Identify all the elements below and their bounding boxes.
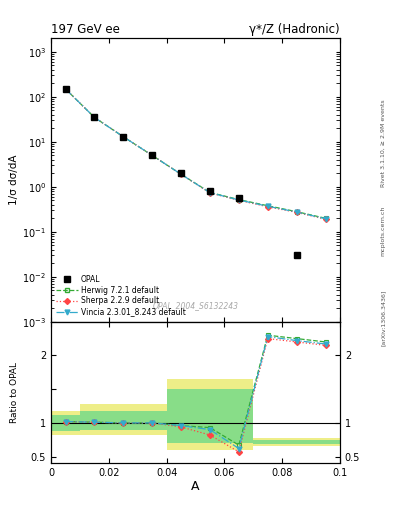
Legend: OPAL, Herwig 7.2.1 default, Sherpa 2.2.9 default, Vincia 2.3.01_8.243 default: OPAL, Herwig 7.2.1 default, Sherpa 2.2.9… (55, 273, 187, 318)
Text: OPAL_2004_S6132243: OPAL_2004_S6132243 (152, 302, 239, 310)
Text: [arXiv:1306.3436]: [arXiv:1306.3436] (381, 289, 386, 346)
Text: γ*/Z (Hadronic): γ*/Z (Hadronic) (249, 23, 340, 36)
X-axis label: A: A (191, 480, 200, 493)
Text: Rivet 3.1.10, ≥ 2.9M events: Rivet 3.1.10, ≥ 2.9M events (381, 99, 386, 187)
Text: mcplots.cern.ch: mcplots.cern.ch (381, 205, 386, 255)
Text: 197 GeV ee: 197 GeV ee (51, 23, 120, 36)
Y-axis label: Ratio to OPAL: Ratio to OPAL (10, 362, 19, 423)
Y-axis label: 1/σ dσ/dA: 1/σ dσ/dA (9, 155, 19, 205)
